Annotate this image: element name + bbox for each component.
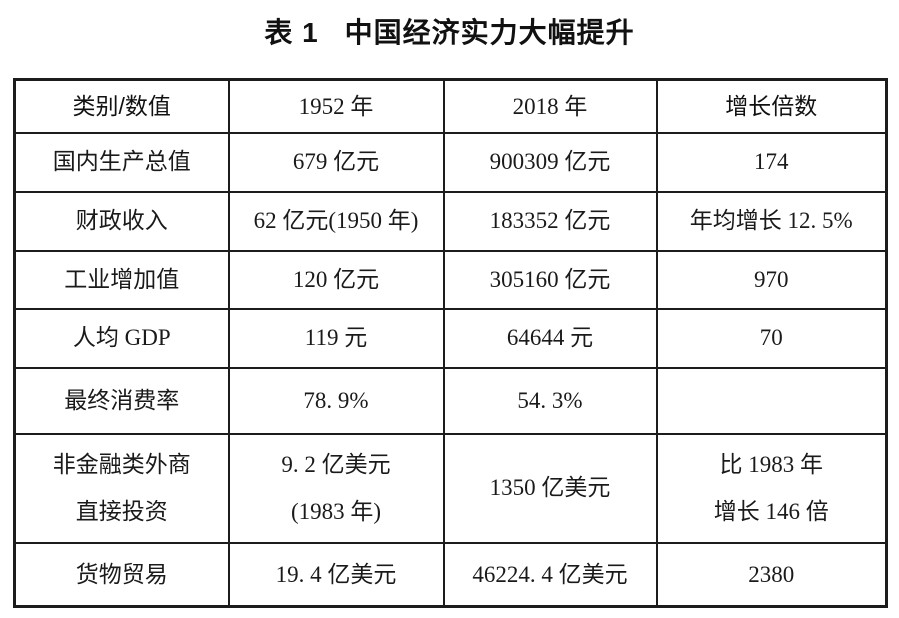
table-title-text: 中国经济实力大幅提升 [344,17,635,48]
cell-1952: 120 亿元 [227,249,445,310]
cell-1952: 78. 9% [227,366,445,435]
table-title-label: 表 1 [264,17,319,48]
cell-2018: 54. 3% [442,366,658,435]
table-row-fdi: 非金融类外商 直接投资 9. 2 亿美元 (1983 年) 1350 亿美元 比… [13,432,888,544]
cell-2018: 183352 亿元 [442,190,658,252]
header-row: 类别/数值 1952 年 2018 年 增长倍数 [13,78,888,134]
cell-2018: 64644 元 [442,307,658,369]
table-row-fiscal-revenue: 财政收入 62 亿元(1950 年) 183352 亿元 年均增长 12. 5% [13,190,888,252]
cell-category: 工业增加值 [13,249,230,310]
table-row-goods-trade: 货物贸易 19. 4 亿美元 46224. 4 亿美元 2380 [13,541,888,608]
table-row-gdp: 国内生产总值 679 亿元 900309 亿元 174 [13,131,888,193]
cell-growth: 970 [655,249,888,310]
table-title: 表 1 中国经济实力大幅提升 [0,17,899,49]
table-row-industrial-value: 工业增加值 120 亿元 305160 亿元 970 [13,249,888,310]
cell-growth: 2380 [655,541,888,608]
cell-1952: 119 元 [227,307,445,369]
cell-2018: 900309 亿元 [442,131,658,193]
cell-1952: 19. 4 亿美元 [227,541,445,608]
cell-1952: 62 亿元(1950 年) [227,190,445,252]
cell-1952: 679 亿元 [227,131,445,193]
column-header-1952: 1952 年 [227,78,445,134]
economy-table: 类别/数值 1952 年 2018 年 增长倍数 国内生产总值 679 亿元 9… [13,78,888,608]
cell-growth: 70 [655,307,888,369]
cell-category: 国内生产总值 [13,131,230,193]
cell-growth: 174 [655,131,888,193]
column-header-category: 类别/数值 [13,78,230,134]
cell-1952: 9. 2 亿美元 (1983 年) [227,432,445,544]
cell-growth [655,366,888,435]
cell-growth: 比 1983 年 增长 146 倍 [655,432,888,544]
cell-category: 最终消费率 [13,366,230,435]
table-row-per-capita-gdp: 人均 GDP 119 元 64644 元 70 [13,307,888,369]
cell-category: 货物贸易 [13,541,230,608]
cell-growth: 年均增长 12. 5% [655,190,888,252]
cell-2018: 305160 亿元 [442,249,658,310]
table-row-consumption-rate: 最终消费率 78. 9% 54. 3% [13,366,888,435]
cell-2018: 1350 亿美元 [442,432,658,544]
cell-category: 非金融类外商 直接投资 [13,432,230,544]
column-header-growth: 增长倍数 [655,78,888,134]
cell-2018: 46224. 4 亿美元 [442,541,658,608]
column-header-2018: 2018 年 [442,78,658,134]
cell-category: 财政收入 [13,190,230,252]
cell-category: 人均 GDP [13,307,230,369]
